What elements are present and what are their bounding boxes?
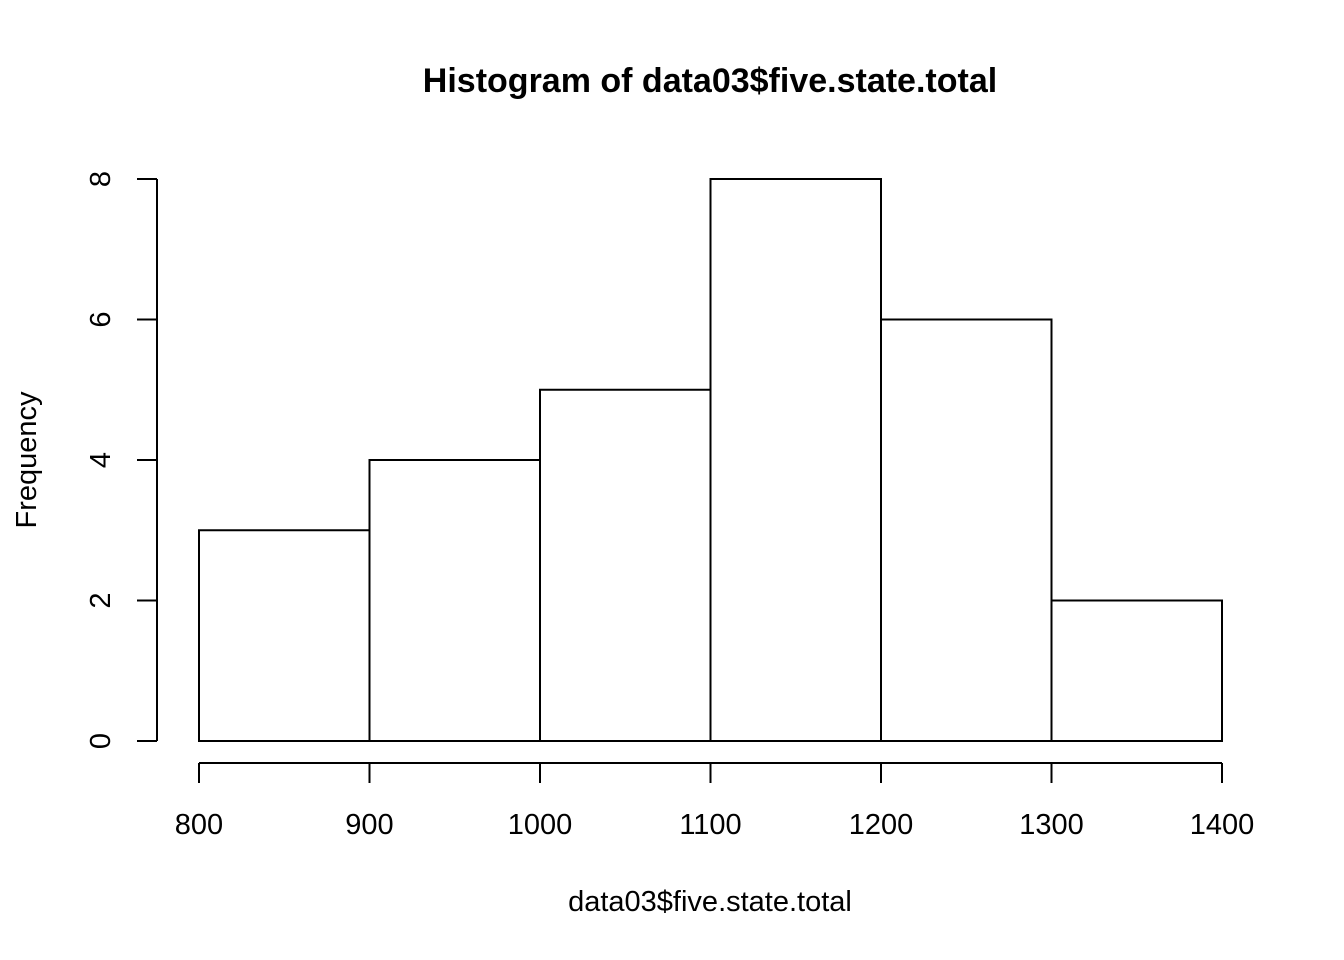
x-tick-label-1: 900 — [345, 809, 393, 841]
y-tick-label-0: 0 — [85, 733, 117, 749]
histogram-bar-2 — [539, 388, 712, 742]
histogram-bar-3 — [709, 178, 882, 742]
bars-group — [198, 178, 1223, 742]
x-axis-label: data03$five.state.total — [568, 886, 852, 918]
y-tick-label-4: 8 — [85, 171, 117, 187]
y-tick-label-2: 4 — [85, 452, 117, 468]
histogram-bar-5 — [1050, 599, 1223, 742]
x-tick-label-0: 800 — [175, 809, 223, 841]
histogram-bar-4 — [880, 318, 1053, 742]
histogram-bar-0 — [198, 529, 371, 742]
x-tick-label-5: 1300 — [1019, 809, 1084, 841]
y-axis-label: Frequency — [11, 391, 43, 529]
histogram-bar-1 — [368, 459, 541, 742]
x-axis: 800 900 1000 1100 1200 1300 1400 — [175, 762, 1255, 841]
y-axis: 0 2 4 6 8 — [85, 171, 158, 749]
x-tick-label-2: 1000 — [508, 809, 573, 841]
y-tick-label-1: 2 — [85, 592, 117, 608]
chart-title: Histogram of data03$five.state.total — [423, 62, 997, 100]
x-tick-label-3: 1100 — [679, 809, 741, 841]
x-tick-label-6: 1400 — [1190, 809, 1255, 841]
y-tick-label-3: 6 — [85, 311, 117, 327]
x-tick-label-4: 1200 — [849, 809, 914, 841]
